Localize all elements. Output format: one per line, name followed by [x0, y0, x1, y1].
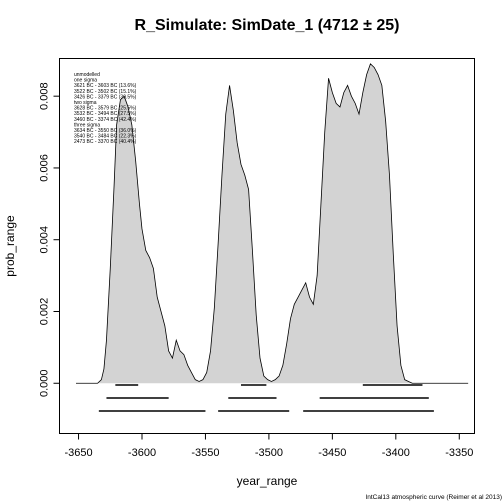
legend-line: 3426 BC - 3379 BC (39.5%)	[74, 94, 137, 100]
x-tick-label: -3550	[191, 447, 219, 459]
x-tick-label: -3350	[445, 447, 473, 459]
y-tick-label: 0.006	[39, 154, 51, 182]
y-tick-label: 0.004	[39, 226, 51, 254]
x-tick-label: -3650	[64, 447, 92, 459]
range-bars	[98, 384, 434, 412]
x-tick-label: -3600	[128, 447, 156, 459]
y-tick-label: 0.002	[39, 298, 51, 326]
y-axis-title: prob_range	[3, 215, 17, 277]
chart-title: R_Simulate: SimDate_1 (4712 ± 25)	[135, 17, 400, 34]
legend-line: 2473 BC - 3370 BC (40.4%)	[74, 139, 137, 145]
legend-line: 3460 BC - 3374 BC (42.4%)	[74, 117, 137, 123]
legend-line: 3621 BC - 3603 BC (13.6%)	[74, 83, 137, 89]
curve-credit: IntCal13 atmospheric curve (Reimer et al…	[365, 494, 502, 501]
y-tick-label: 0.008	[39, 82, 51, 110]
x-tick-label: -3500	[255, 447, 283, 459]
x-axis: -3650 -3600 -3550 -3500 -3450 -3400 -3350	[64, 433, 473, 459]
x-tick-label: -3400	[382, 447, 410, 459]
x-axis-title: year_range	[237, 474, 298, 488]
probability-fill-0	[76, 63, 469, 384]
y-tick-label: 0.000	[39, 369, 51, 397]
legend-line: one sigma	[74, 78, 97, 84]
legend-line: three sigma	[74, 122, 100, 128]
probability-line-0	[76, 63, 469, 384]
legend-line: 3628 BC - 3579 BC (25.5%)	[74, 106, 137, 112]
legend-line: unmodelled	[74, 72, 100, 78]
legend-line: two sigma	[74, 100, 97, 106]
legend-line: 3634 BC - 3550 BC (36.0%)	[74, 128, 137, 134]
probability-area	[76, 63, 469, 384]
x-tick-label: -3450	[318, 447, 346, 459]
legend-line: 3532 BC - 3494 BC (27.5%)	[74, 111, 137, 117]
y-axis: 0.000 0.002 0.004 0.006 0.008	[39, 82, 60, 397]
legend-line: 3522 BC - 3502 BC (15.1%)	[74, 89, 137, 95]
legend-line: 3540 BC - 3484 BC (22.3%)	[74, 134, 137, 140]
